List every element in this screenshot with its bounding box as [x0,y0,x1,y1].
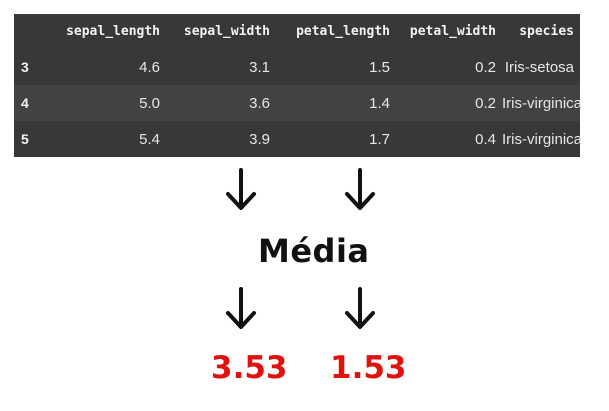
header-petal-length: petal_length [296,24,390,39]
cell-sepal-width: 3.1 [249,58,270,76]
table-header-row: sepal_length sepal_width petal_length pe… [14,14,580,49]
table-row: 3 4.6 3.1 1.5 0.2 Iris-setosa [14,49,580,85]
row-index: 3 [21,59,29,75]
cell-sepal-length: 4.6 [139,58,160,76]
dataframe-table: sepal_length sepal_width petal_length pe… [14,14,583,157]
cell-petal-length: 1.7 [369,130,390,148]
header-petal-width: petal_width [409,24,496,39]
cell-petal-width: 0.2 [475,58,496,76]
arrow-down-icon [224,168,258,212]
cell-petal-width: 0.2 [475,94,496,112]
cell-petal-width: 0.4 [475,130,496,148]
arrow-down-icon [224,287,258,331]
header-sepal-length: sepal_length [66,24,160,39]
row-index: 4 [21,95,29,111]
arrow-down-icon [343,287,377,331]
cell-species: Iris-setosa [504,58,574,76]
mean-label: Média [258,232,370,270]
header-species: species [519,24,574,39]
header-sepal-width: sepal_width [183,24,270,39]
table-row: 5 5.4 3.9 1.7 0.4 Iris-virginica [14,121,583,157]
cell-petal-length: 1.5 [369,58,390,76]
row-index: 5 [21,131,29,147]
header-index [14,14,44,49]
petal-length-mean-value: 1.53 [330,350,407,386]
cell-sepal-length: 5.0 [139,94,160,112]
table-row: 4 5.0 3.6 1.4 0.2 Iris-virginica [14,85,583,121]
arrow-down-icon [343,168,377,212]
cell-sepal-width: 3.6 [249,94,270,112]
cell-sepal-length: 5.4 [139,130,160,148]
sepal-width-mean-value: 3.53 [211,350,288,386]
dataframe: sepal_length sepal_width petal_length pe… [14,14,583,157]
cell-species: Iris-virginica [502,94,583,112]
cell-species: Iris-virginica [502,130,583,148]
cell-sepal-width: 3.9 [249,130,270,148]
cell-petal-length: 1.4 [369,94,390,112]
